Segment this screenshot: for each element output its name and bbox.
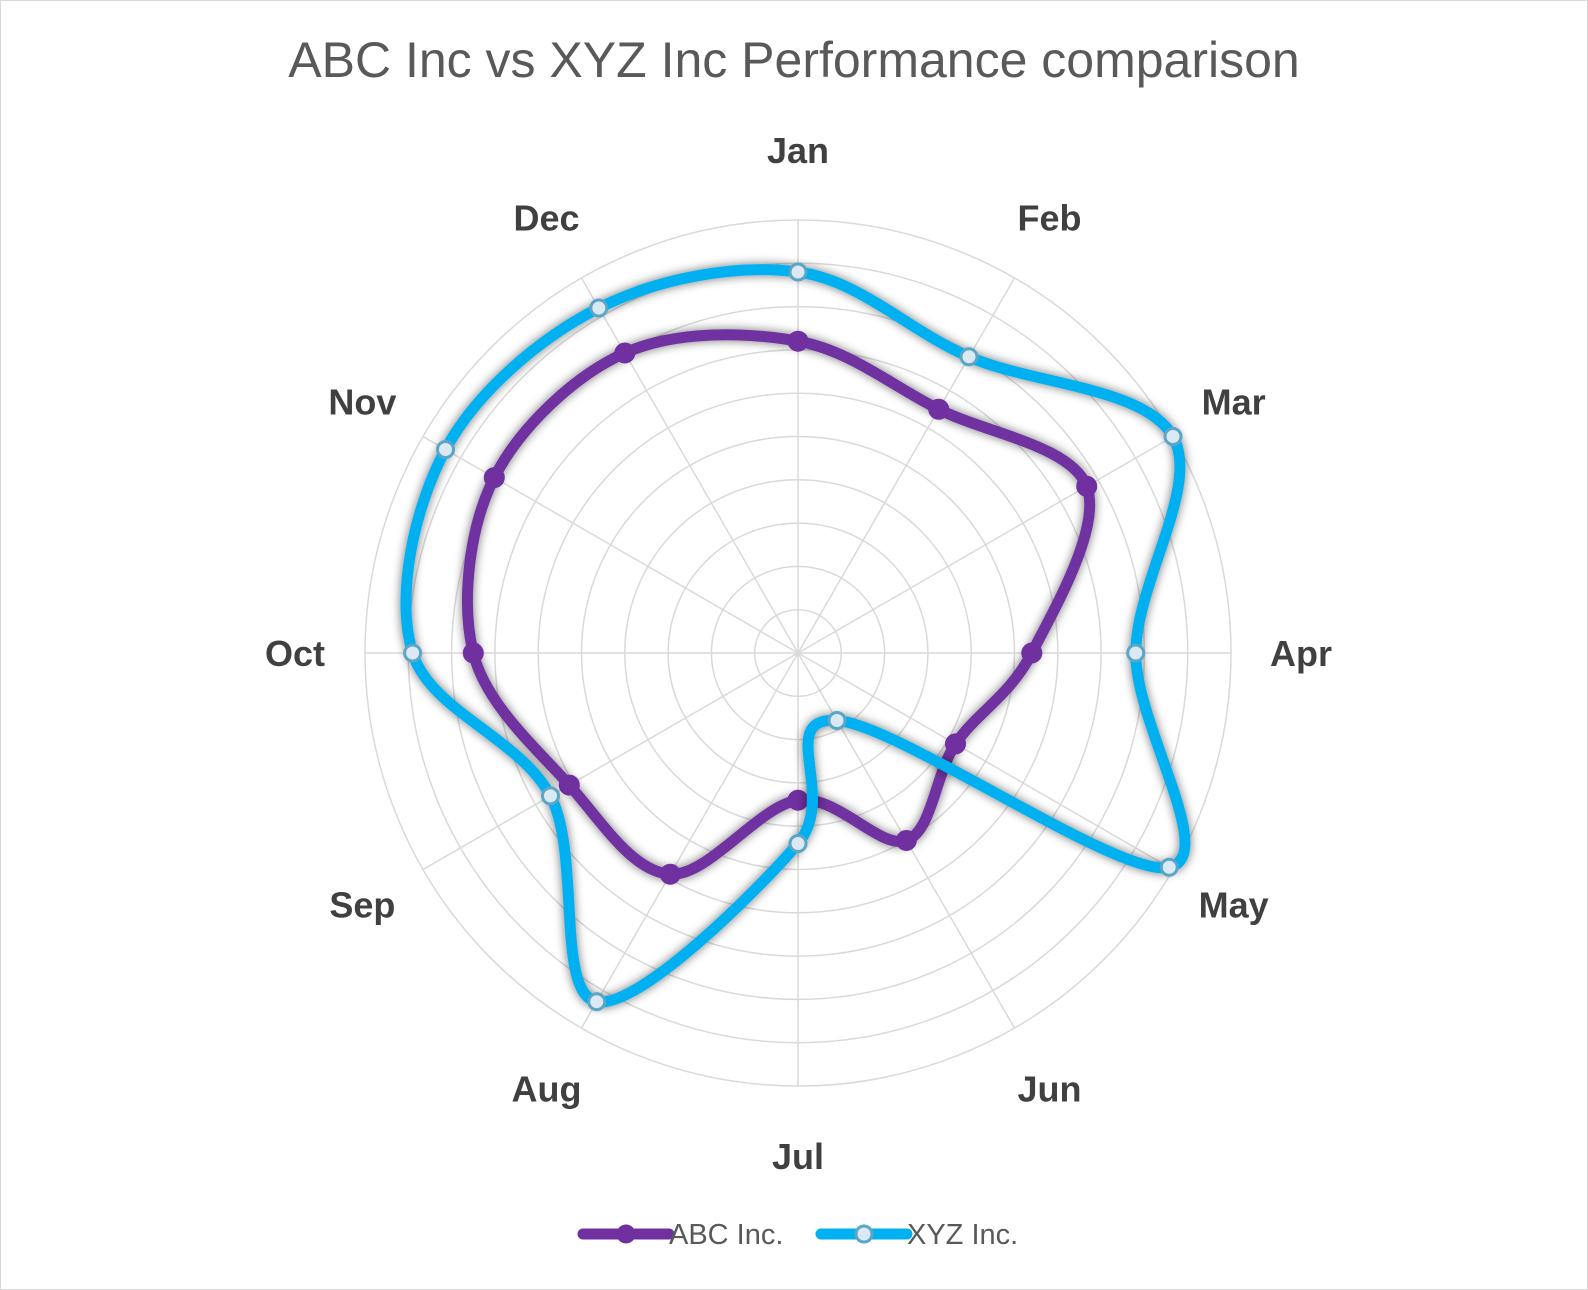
grid-spoke — [797, 277, 1016, 654]
data-point — [788, 262, 808, 282]
legend: ABC Inc. XYZ Inc. — [577, 1219, 1018, 1251]
category-label: Mar — [1202, 382, 1266, 423]
category-label: Feb — [1017, 197, 1081, 238]
data-point — [787, 330, 809, 352]
grid-spoke — [797, 435, 1174, 654]
category-label: Dec — [513, 197, 579, 238]
category-label: May — [1199, 885, 1269, 926]
data-point — [928, 398, 950, 420]
category-label: Oct — [265, 633, 325, 674]
grid-spoke — [797, 652, 1174, 871]
category-label: Nov — [328, 382, 396, 423]
data-point — [1076, 475, 1098, 497]
series-layer — [400, 262, 1191, 1012]
data-point — [787, 789, 809, 811]
series-abc-inc — [462, 329, 1098, 885]
data-point — [788, 834, 808, 853]
category-label: Sep — [329, 885, 395, 926]
legend-item: ABC Inc. — [577, 1219, 783, 1251]
series-line — [400, 264, 1191, 1008]
data-point — [1163, 427, 1183, 446]
category-label: Aug — [512, 1069, 582, 1110]
data-point — [1159, 857, 1179, 877]
legend-label: XYZ Inc. — [907, 1219, 1018, 1251]
category-label: Jan — [767, 130, 829, 171]
data-point — [403, 643, 423, 663]
data-point — [945, 733, 966, 755]
data-point — [614, 342, 636, 364]
series-xyz-inc — [400, 262, 1191, 1012]
category-label: Jun — [1017, 1069, 1081, 1110]
data-point — [659, 863, 681, 885]
category-label: Jul — [772, 1136, 824, 1177]
data-point — [589, 298, 609, 318]
category-label: Apr — [1270, 633, 1332, 674]
legend-marker — [854, 1224, 874, 1244]
data-point — [587, 992, 607, 1012]
grid-spoke — [422, 652, 799, 871]
grid-spoke — [580, 277, 799, 654]
chart-title: ABC Inc vs XYZ Inc Performance compariso… — [288, 32, 1300, 88]
grid-spoke — [580, 652, 799, 1029]
data-point — [827, 711, 847, 730]
data-point — [558, 774, 580, 796]
legend-item: XYZ Inc. — [815, 1219, 1018, 1251]
legend-marker — [616, 1224, 636, 1244]
data-point — [541, 786, 560, 806]
data-point — [436, 440, 455, 459]
legend-label: ABC Inc. — [669, 1219, 783, 1251]
grid-spoke — [422, 435, 799, 654]
data-point — [462, 642, 484, 664]
data-point — [1126, 643, 1146, 663]
data-point — [959, 347, 979, 367]
data-point — [1021, 642, 1043, 664]
data-point — [895, 830, 917, 851]
data-point — [483, 467, 505, 489]
category-labels: Jan Feb Mar Apr May Jun Jul Aug Sep Oct Nov Dec — [265, 130, 1332, 1177]
